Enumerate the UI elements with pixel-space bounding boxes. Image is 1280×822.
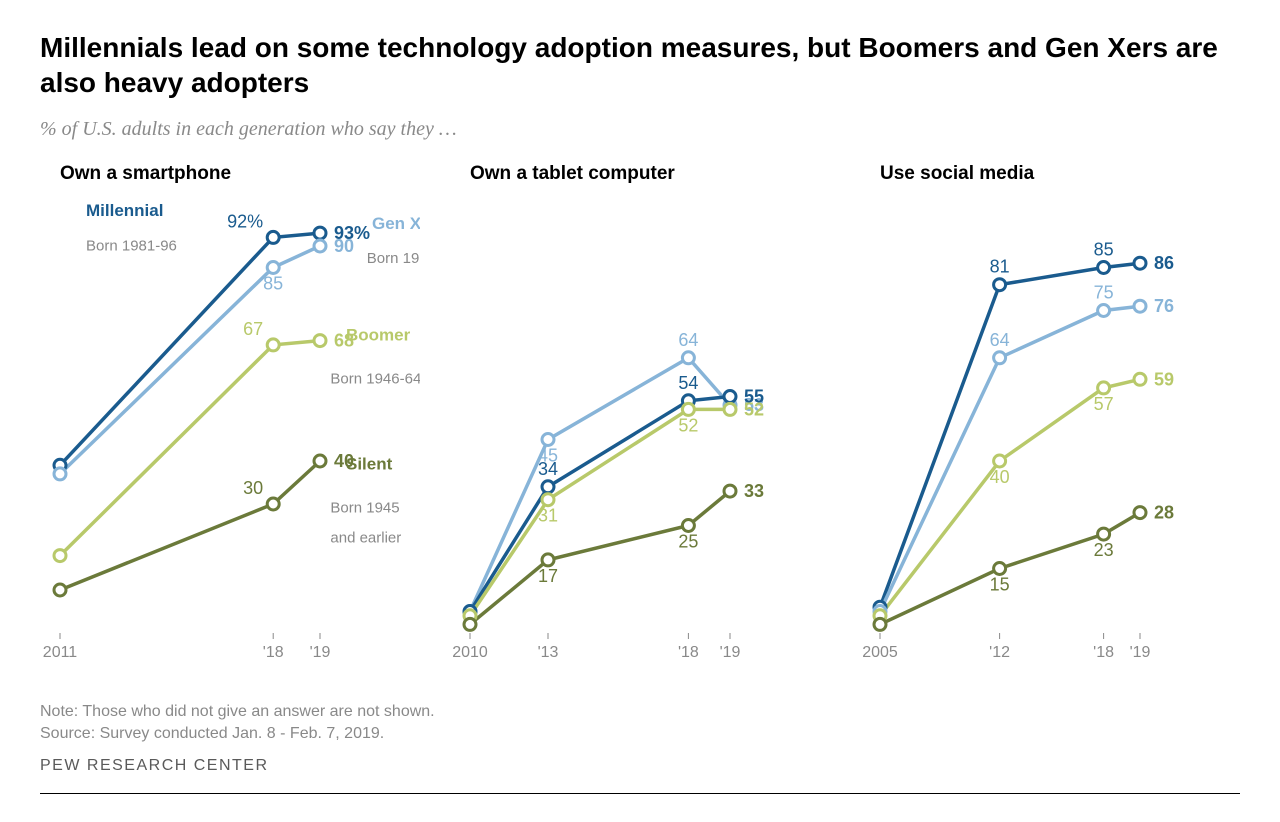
svg-text:59: 59 <box>1154 369 1174 389</box>
svg-text:'19: '19 <box>720 644 741 661</box>
svg-text:67: 67 <box>243 319 263 339</box>
chart-title-smartphone: Own a smartphone <box>40 163 420 185</box>
chart-panel-social: Use social media 2005 '12 '18 '19 81 85 86 64 75… <box>860 163 1240 673</box>
svg-text:52: 52 <box>744 399 764 419</box>
svg-text:Born 1981-96: Born 1981-96 <box>86 237 177 254</box>
svg-text:33: 33 <box>744 481 764 501</box>
svg-text:31: 31 <box>538 506 558 526</box>
svg-text:64: 64 <box>990 330 1010 350</box>
chart-svg-social: 2005 '12 '18 '19 81 85 86 64 75 76 40 57 59 15 23 28 <box>860 193 1240 673</box>
svg-text:'18: '18 <box>1093 644 1114 661</box>
svg-text:Gen X: Gen X <box>372 214 420 233</box>
svg-text:57: 57 <box>1094 394 1114 414</box>
svg-text:'18: '18 <box>263 644 284 661</box>
charts-row: Own a smartphone 2011'18'1992%93%Millenn… <box>40 163 1240 673</box>
footer: Note: Those who did not give an answer a… <box>40 703 1240 794</box>
svg-text:'13: '13 <box>538 644 559 661</box>
note-text: Note: Those who did not give an answer a… <box>40 703 1240 721</box>
svg-text:'19: '19 <box>310 644 331 661</box>
svg-text:85: 85 <box>1094 240 1114 260</box>
chart-title-tablet: Own a tablet computer <box>450 163 830 185</box>
svg-text:64: 64 <box>678 330 698 350</box>
svg-text:81: 81 <box>990 257 1010 277</box>
svg-text:'12: '12 <box>989 644 1010 661</box>
attribution: PEW RESEARCH CENTER <box>40 757 1240 775</box>
svg-text:90: 90 <box>334 236 354 256</box>
chart-panel-smartphone: Own a smartphone 2011'18'1992%93%Millenn… <box>40 163 420 673</box>
svg-text:'18: '18 <box>678 644 699 661</box>
svg-text:52: 52 <box>678 415 698 435</box>
source-text: Source: Survey conducted Jan. 8 - Feb. 7… <box>40 725 1240 743</box>
svg-text:Born 1965-80: Born 1965-80 <box>367 250 420 267</box>
svg-text:28: 28 <box>1154 503 1174 523</box>
svg-text:2010: 2010 <box>452 644 488 661</box>
svg-text:2005: 2005 <box>862 644 898 661</box>
chart-title-social: Use social media <box>860 163 1240 185</box>
svg-text:2011: 2011 <box>43 644 78 661</box>
svg-text:17: 17 <box>538 566 558 586</box>
svg-text:86: 86 <box>1154 253 1174 273</box>
svg-text:85: 85 <box>263 274 283 294</box>
svg-text:Silent: Silent <box>346 455 393 474</box>
svg-text:Born 1945: Born 1945 <box>330 500 399 517</box>
svg-text:23: 23 <box>1094 540 1114 560</box>
svg-text:92%: 92% <box>227 211 263 231</box>
svg-text:76: 76 <box>1154 296 1174 316</box>
svg-text:Boomer: Boomer <box>346 326 411 345</box>
svg-text:30: 30 <box>243 478 263 498</box>
chart-svg-smartphone: 2011'18'1992%93%MillennialBorn 1981-9685… <box>40 193 420 673</box>
page-title: Millennials lead on some technology adop… <box>40 30 1240 100</box>
svg-text:Millennial: Millennial <box>86 201 163 220</box>
svg-text:'19: '19 <box>1130 644 1151 661</box>
svg-text:34: 34 <box>538 459 558 479</box>
svg-text:and earlier: and earlier <box>330 530 401 547</box>
svg-text:25: 25 <box>678 532 698 552</box>
svg-text:15: 15 <box>990 575 1010 595</box>
chart-panel-tablet: Own a tablet computer 2010'13'18'1945645… <box>450 163 830 673</box>
svg-text:Born 1946-64: Born 1946-64 <box>330 371 420 388</box>
page-subtitle: % of U.S. adults in each generation who … <box>40 118 1240 141</box>
svg-text:54: 54 <box>678 373 698 393</box>
chart-svg-tablet: 2010'13'18'19456453345455315252172533 <box>450 193 830 673</box>
svg-text:40: 40 <box>990 467 1010 487</box>
svg-text:75: 75 <box>1094 283 1114 303</box>
